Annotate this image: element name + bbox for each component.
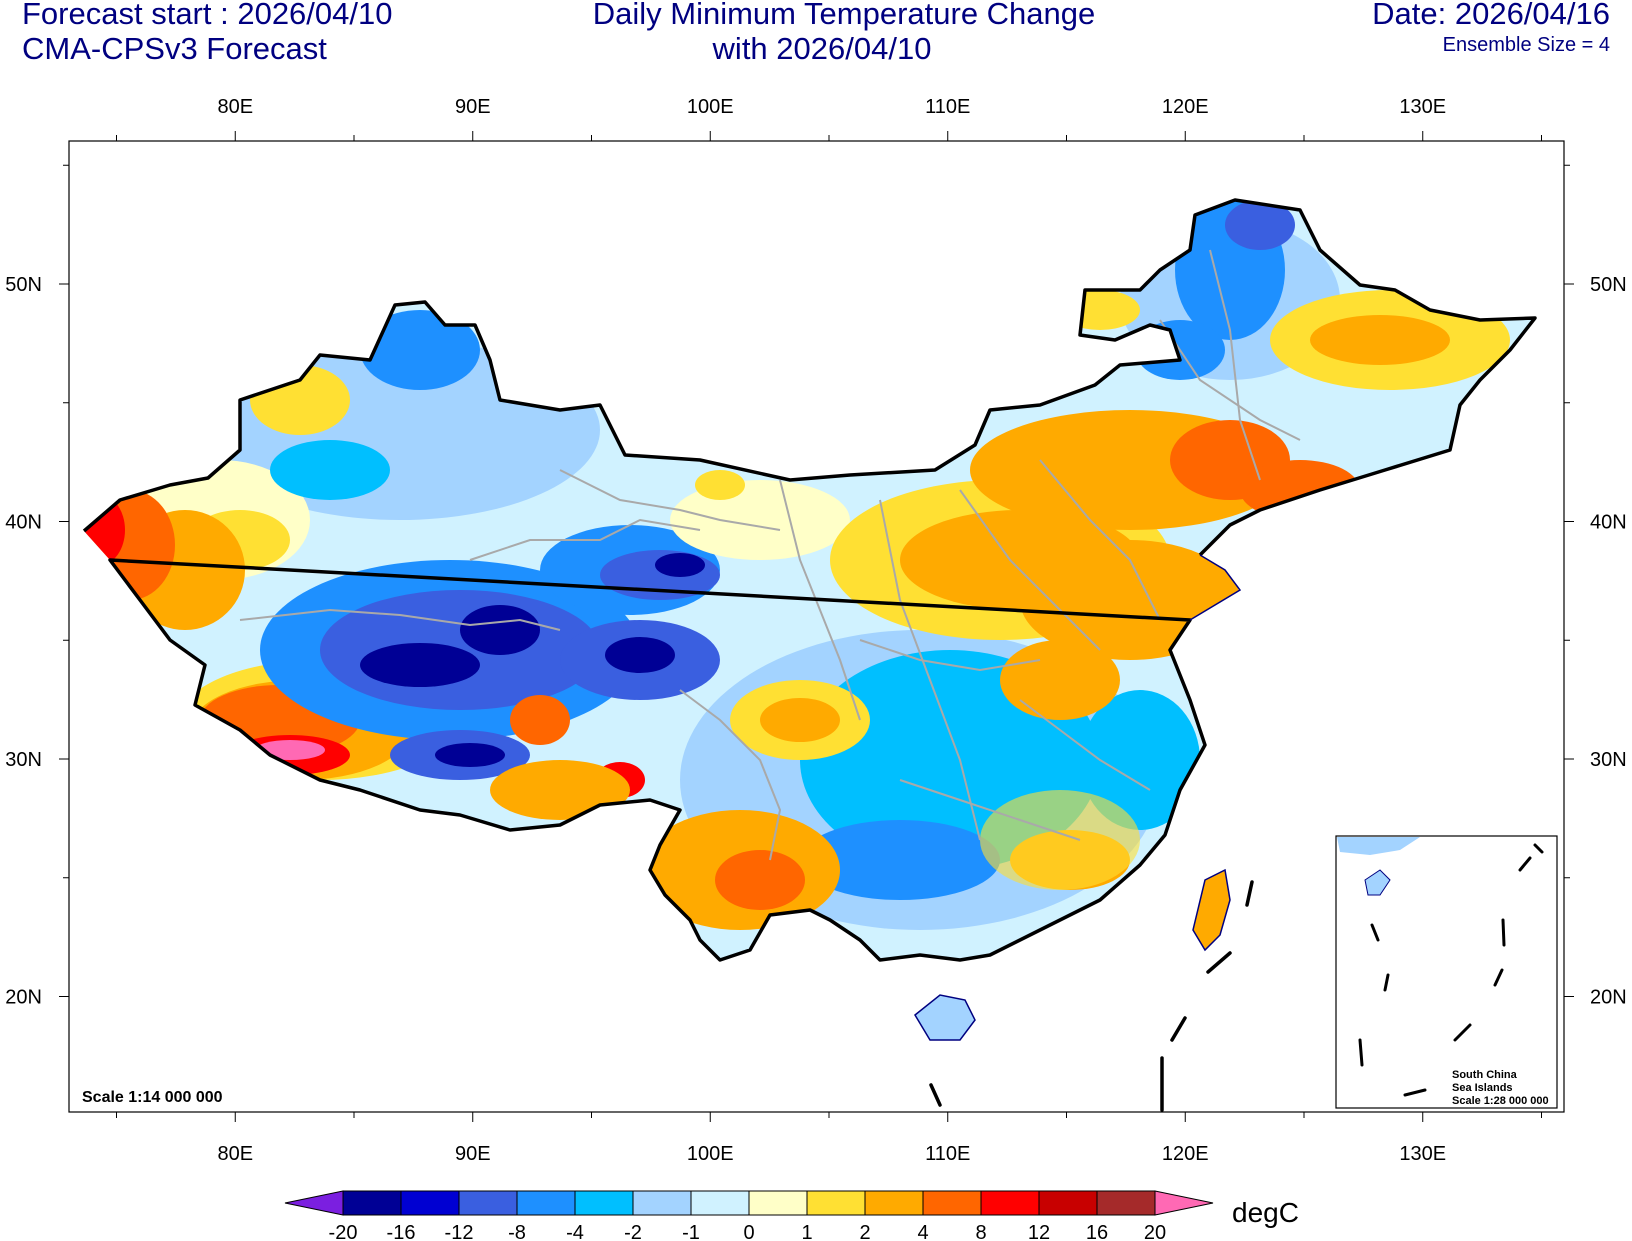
colorbar-tick-label: 1: [801, 1222, 812, 1241]
south-china-sea-inset: South China Sea Islands Scale 1:28 000 0…: [1335, 835, 1558, 1109]
colorbar-tick-label: -1: [682, 1222, 700, 1241]
lat-label-right: 30N: [1590, 749, 1627, 771]
colorbar-swatch: [516, 1190, 576, 1216]
colorbar-swatch: [458, 1190, 518, 1216]
ensemble-size-label: Ensemble Size = 4: [1442, 34, 1610, 56]
lon-label-bottom: 100E: [687, 1143, 734, 1165]
hainan-island: [914, 994, 976, 1041]
lat-label-right: 40N: [1590, 512, 1627, 534]
colorbar-tick-label: 16: [1086, 1222, 1108, 1241]
lon-label-top: 130E: [1399, 96, 1446, 118]
colorbar-tick-label: 0: [743, 1222, 754, 1241]
colorbar-swatch-under: [284, 1190, 344, 1216]
chart-title-line2: with 2026/04/10: [712, 31, 932, 66]
nine-dash-line: [929, 880, 1254, 1112]
map-scale-label: Scale 1:14 000 000: [82, 1089, 223, 1106]
colorbar-tick-label: -12: [445, 1222, 474, 1241]
lon-label-top: 100E: [687, 96, 734, 118]
colorbar-swatch: [922, 1190, 982, 1216]
colorbar-swatch: [690, 1190, 750, 1216]
lon-label-top: 80E: [217, 96, 253, 118]
axis-ticks: [59, 131, 1574, 1122]
chart-title-line1: Daily Minimum Temperature Change: [592, 0, 1096, 31]
colorbar-swatch: [1096, 1190, 1156, 1216]
colorbar-tick-label: 20: [1144, 1222, 1166, 1241]
lon-label-bottom: 130E: [1399, 1143, 1446, 1165]
colorbar-swatch: [748, 1190, 808, 1216]
colorbar-swatch: [864, 1190, 924, 1216]
colorbar-swatch: [1038, 1190, 1098, 1216]
colorbar-swatch: [574, 1190, 634, 1216]
bohai-coastline: [1189, 554, 1242, 621]
colorbar-tick-label: 4: [917, 1222, 928, 1241]
taiwan-island: [1192, 868, 1231, 952]
lat-label-right: 20N: [1590, 987, 1627, 1009]
colorbar-unit-label: degC: [1232, 1197, 1299, 1228]
forecast-start-label: Forecast start : 2026/04/10: [22, 0, 393, 31]
lat-label-left: 30N: [5, 749, 42, 771]
colorbar-swatch-over: [1154, 1190, 1214, 1216]
national-border: [82, 198, 1537, 962]
colorbar-tick-label: -20: [329, 1222, 358, 1241]
colorbar-tick-label: -4: [566, 1222, 584, 1241]
lat-label-left: 40N: [5, 512, 42, 534]
colorbar-swatch: [980, 1190, 1040, 1216]
colorbar-swatch: [400, 1190, 460, 1216]
inset-scale-label: Scale 1:28 000 000: [1452, 1095, 1549, 1107]
lat-label-right: 50N: [1590, 274, 1627, 296]
colorbar-tick-label: 12: [1028, 1222, 1050, 1241]
valid-date-label: Date: 2026/04/16: [1372, 0, 1610, 31]
colorbar-swatch: [806, 1190, 866, 1216]
colorbar-tick-label: 8: [975, 1222, 986, 1241]
lon-label-bottom: 110E: [925, 1143, 970, 1165]
lon-label-top: 90E: [455, 96, 491, 118]
colorbar-tick-label: -16: [387, 1222, 416, 1241]
lon-label-top: 110E: [925, 96, 970, 118]
colorbar-swatch: [342, 1190, 402, 1216]
lon-label-bottom: 90E: [455, 1143, 491, 1165]
lon-label-bottom: 120E: [1162, 1143, 1209, 1165]
colorbar-tick-label: 2: [859, 1222, 870, 1241]
inset-label-sea-islands: Sea Islands: [1452, 1082, 1513, 1094]
inset-label-south-china: South China: [1452, 1069, 1518, 1081]
lon-label-top: 120E: [1162, 96, 1209, 118]
colorbar-tick-label: -8: [508, 1222, 526, 1241]
lat-label-left: 20N: [5, 987, 42, 1009]
colorbar-swatch: [632, 1190, 692, 1216]
province-boundaries: [239, 249, 1301, 861]
lat-label-left: 50N: [5, 274, 42, 296]
colorbar-tick-label: -2: [624, 1222, 642, 1241]
model-label: CMA-CPSv3 Forecast: [22, 31, 327, 66]
lon-label-bottom: 80E: [217, 1143, 253, 1165]
axis-labels: 80E 80E 90E 90E 100E 100E 110E 110E 120E 120E 130E…: [5, 96, 1626, 1165]
colorbar: -20 -16 -12 -8 -4 -2 -1 0 1 2 4 8 12 16 20: [284, 1190, 1214, 1241]
